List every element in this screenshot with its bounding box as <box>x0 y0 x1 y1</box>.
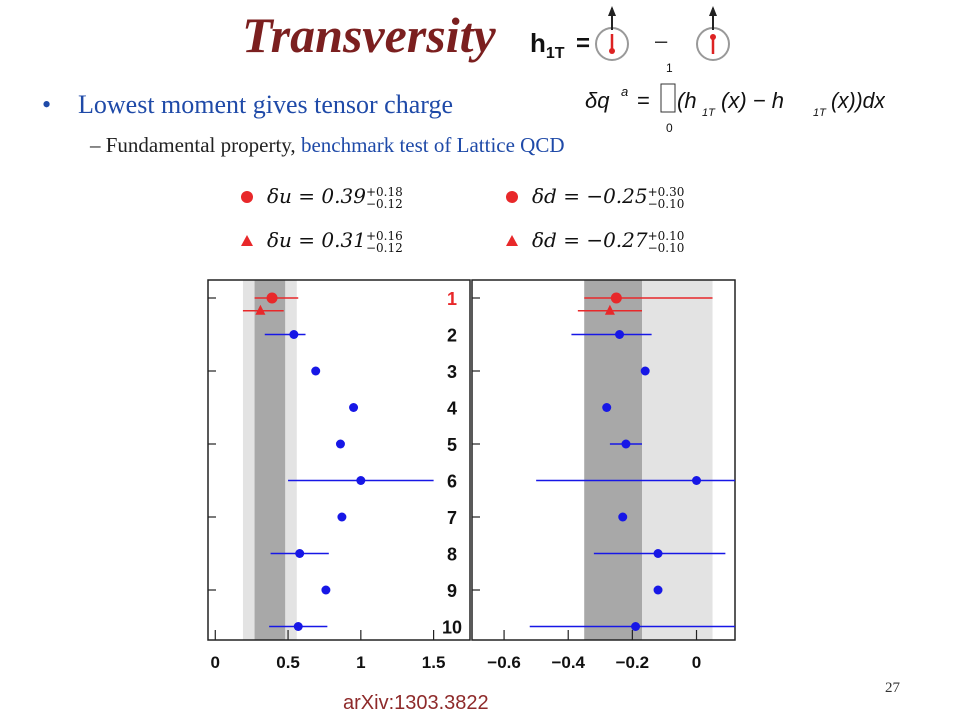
chart-legend: δu = 0.39 +0.18 −0.12 δd = −0.25 +0.30 −0.10… <box>235 180 725 265</box>
data-point <box>602 403 612 412</box>
row-label: 10 <box>442 618 462 638</box>
data-point <box>615 330 625 339</box>
sub-bullet-highlight: benchmark test of Lattice QCD <box>300 133 565 157</box>
formula-body-3: (x))dx <box>831 88 885 113</box>
uncertainty-band-dark <box>584 280 642 640</box>
legend-marker-triangle <box>506 235 518 246</box>
data-point <box>266 292 278 304</box>
data-point <box>337 512 347 522</box>
legend-marker-triangle <box>241 235 253 246</box>
x-tick-label: 0 <box>692 653 701 672</box>
sub-bullet-prefix: – Fundamental property, <box>90 133 301 157</box>
data-point <box>321 585 331 595</box>
formula-sub-1: 1T <box>702 107 716 119</box>
formula-equals: = <box>637 88 650 113</box>
h1t-subscript: 1T <box>545 45 565 63</box>
data-point-triangle <box>255 304 266 315</box>
data-point <box>640 366 650 376</box>
slide-title: Transversity <box>242 7 496 63</box>
legend-label: δu = 0.31 <box>267 228 366 252</box>
spin-diagram: – <box>595 6 730 61</box>
bullet-text: Lowest moment gives tensor charge <box>78 90 453 119</box>
formula-body-2: (x) − h <box>721 88 784 113</box>
data-point <box>311 366 321 376</box>
legend-marker-circle <box>241 191 253 203</box>
legend-entry: δd = −0.25 +0.30 −0.10 <box>532 184 684 210</box>
data-point <box>653 585 663 595</box>
legend-markers <box>241 191 518 246</box>
row-label: 6 <box>447 472 457 492</box>
legend-minus: −0.10 <box>647 240 685 255</box>
arxiv-reference: arXiv:1303.3822 <box>343 692 489 714</box>
formula-upper-limit: 1 <box>666 61 673 75</box>
nucleon-spin-up-quark-down-icon <box>595 6 629 61</box>
data-point <box>335 439 345 449</box>
h1t-equals: = <box>576 30 591 57</box>
sub-bullet: – Fundamental property, benchmark test o… <box>90 133 565 158</box>
nucleon-spin-up-quark-up-icon <box>696 6 730 61</box>
data-point <box>692 476 702 485</box>
legend-entry: δd = −0.27 +0.10 −0.10 <box>532 228 684 254</box>
x-tick-label: −0.4 <box>551 653 585 672</box>
row-label: 1 <box>447 289 457 309</box>
data-point <box>653 549 663 558</box>
x-tick-label: 0.5 <box>276 653 300 672</box>
x-tick-label: −0.6 <box>487 653 521 672</box>
legend-minus: −0.12 <box>365 196 403 211</box>
x-tick-label: 1 <box>356 653 365 672</box>
data-point <box>610 292 622 304</box>
legend-plus: +0.18 <box>365 184 403 199</box>
panel-frame <box>471 279 736 641</box>
h1t-letter: h <box>530 28 546 58</box>
x-tick-label: 1.5 <box>422 653 446 672</box>
page-number: 27 <box>885 680 900 696</box>
legend-plus: +0.10 <box>647 228 685 243</box>
legend-marker-circle <box>506 191 518 203</box>
panel-frame <box>207 279 471 641</box>
row-label: 2 <box>447 326 457 346</box>
row-label: 5 <box>447 435 457 455</box>
data-point-triangle <box>604 304 615 315</box>
uncertainty-band-dark <box>254 280 286 640</box>
formula-lhs: δq <box>585 88 610 113</box>
row-label: 4 <box>447 399 457 419</box>
data-point <box>293 622 303 631</box>
transversity-chart: 0 0.5 1 1.5 −0.6 −0.4 −0.2 0 1 2 3 4 5 6 7 8 9 10 <box>207 279 736 672</box>
data-point <box>349 403 359 412</box>
legend-label: δd = −0.27 <box>532 228 648 252</box>
tensor-charge-formula: 1 δq a = (h 1T (x) − h 1T (x))dx 0 <box>585 61 885 135</box>
formula-lower-limit: 0 <box>666 121 673 135</box>
legend-entry: δu = 0.39 +0.18 −0.12 <box>267 184 403 210</box>
row-label: 7 <box>447 508 457 528</box>
legend-minus: −0.12 <box>365 240 403 255</box>
h1t-label: h1T <box>530 28 565 63</box>
data-point <box>289 330 299 339</box>
formula-sub-2: 1T <box>813 107 827 119</box>
row-label: 9 <box>447 581 457 601</box>
data-point <box>618 512 628 522</box>
data-point <box>356 476 366 485</box>
legend-label: δu = 0.39 <box>267 184 366 208</box>
x-tick-label: −0.2 <box>616 653 650 672</box>
formula-body: (h <box>677 88 697 113</box>
spin-minus: – <box>655 28 668 53</box>
legend-label: δd = −0.25 <box>532 184 648 208</box>
formula-lhs-sup: a <box>621 84 628 99</box>
data-point <box>631 622 641 631</box>
x-tick-label: 0 <box>211 653 220 672</box>
integral-placeholder-box <box>660 83 676 113</box>
legend-plus: +0.30 <box>647 184 685 199</box>
legend-minus: −0.10 <box>647 196 685 211</box>
data-point <box>621 439 631 449</box>
row-label: 3 <box>447 362 457 382</box>
legend-entry: δu = 0.31 +0.16 −0.12 <box>267 228 403 254</box>
row-label: 8 <box>447 545 457 565</box>
bullet-dot: • <box>42 90 52 119</box>
legend-plus: +0.16 <box>365 228 403 243</box>
data-point <box>295 549 305 558</box>
